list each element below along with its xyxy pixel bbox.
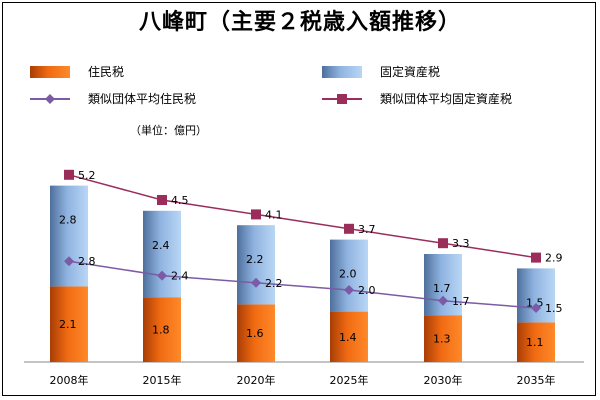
data-label-property-tax: 2.4 <box>152 239 170 252</box>
data-label-resident-tax: 1.1 <box>526 336 544 349</box>
legend-marker-avg-resident-tax <box>45 94 55 104</box>
data-label-avg-resident-tax: 2.8 <box>78 255 96 268</box>
legend-label-resident-tax: 住民税 <box>88 65 124 79</box>
bar-property-tax <box>517 268 555 323</box>
data-label-avg-resident-tax: 1.5 <box>545 302 563 315</box>
point-avg-resident-tax <box>344 285 354 295</box>
data-label-resident-tax: 1.8 <box>152 324 170 337</box>
bar-property-tax <box>50 185 88 287</box>
bar-resident-tax <box>517 322 555 362</box>
data-label-resident-tax: 1.6 <box>246 327 264 340</box>
point-avg-resident-tax <box>157 270 167 281</box>
legend-swatch-property-tax <box>322 66 362 78</box>
data-label-property-tax: 2.8 <box>59 214 77 227</box>
plot-area: 2.12.82008年1.82.42015年1.62.22020年1.42.02… <box>50 169 563 387</box>
line-avg-resident-tax <box>68 260 537 309</box>
point-avg-property-tax <box>344 223 354 234</box>
chart-frame <box>2 2 596 396</box>
data-label-avg-resident-tax: 2.2 <box>265 277 283 290</box>
legend-marker-avg-property-tax <box>337 94 347 104</box>
data-label-avg-resident-tax: 1.7 <box>452 295 470 308</box>
data-label-resident-tax: 1.4 <box>339 331 357 344</box>
legend-label-avg-property-tax: 類似団体平均固定資産税 <box>380 91 512 106</box>
legend-label-property-tax: 固定資産税 <box>380 64 440 79</box>
data-label-avg-property-tax: 2.9 <box>545 252 563 265</box>
data-label-avg-resident-tax: 2.0 <box>358 284 376 297</box>
bar-resident-tax <box>143 297 181 362</box>
legend-swatch-resident-tax <box>30 66 70 78</box>
point-avg-resident-tax <box>251 277 261 288</box>
x-tick-label: 2035年 <box>517 373 556 387</box>
data-label-resident-tax: 2.1 <box>59 318 77 331</box>
bar-property-tax <box>143 210 181 298</box>
point-avg-property-tax <box>251 209 261 220</box>
bar-resident-tax <box>424 315 462 362</box>
data-label-avg-resident-tax: 2.4 <box>171 270 189 283</box>
data-label-avg-property-tax: 3.3 <box>452 237 470 250</box>
x-tick-label: 2025年 <box>330 373 369 387</box>
point-avg-property-tax <box>438 238 448 249</box>
x-tick-label: 2020年 <box>237 373 276 387</box>
line-avg-property-tax <box>68 174 537 259</box>
bar-resident-tax <box>330 311 368 362</box>
data-label-property-tax: 2.0 <box>339 268 357 281</box>
bar-property-tax <box>237 225 275 305</box>
data-label-avg-property-tax: 4.1 <box>265 208 283 221</box>
data-label-avg-property-tax: 3.7 <box>358 223 376 236</box>
legend: 住民税 固定資産税 類似団体平均住民税 類似団体平均固定資産税 <box>30 64 512 106</box>
x-tick-label: 2008年 <box>50 373 89 387</box>
point-avg-resident-tax <box>438 295 448 306</box>
x-tick-label: 2030年 <box>424 373 463 387</box>
chart-title: 八峰町（主要２税歳入額推移） <box>138 10 461 35</box>
point-avg-resident-tax <box>531 303 541 313</box>
bar-property-tax <box>330 239 368 312</box>
data-label-property-tax: 1.7 <box>433 282 451 295</box>
data-label-property-tax: 2.2 <box>246 253 264 266</box>
point-avg-property-tax <box>64 169 74 180</box>
point-avg-property-tax <box>531 252 541 263</box>
point-avg-resident-tax <box>64 256 74 267</box>
data-label-resident-tax: 1.3 <box>433 333 451 346</box>
bar-resident-tax <box>237 304 275 362</box>
unit-label: （単位：億円） <box>130 123 207 137</box>
bar-resident-tax <box>50 286 88 362</box>
legend-label-avg-resident-tax: 類似団体平均住民税 <box>88 92 196 106</box>
data-label-avg-property-tax: 4.5 <box>171 194 189 207</box>
data-label-avg-property-tax: 5.2 <box>78 169 96 182</box>
point-avg-property-tax <box>157 195 167 205</box>
x-tick-label: 2015年 <box>143 373 182 387</box>
